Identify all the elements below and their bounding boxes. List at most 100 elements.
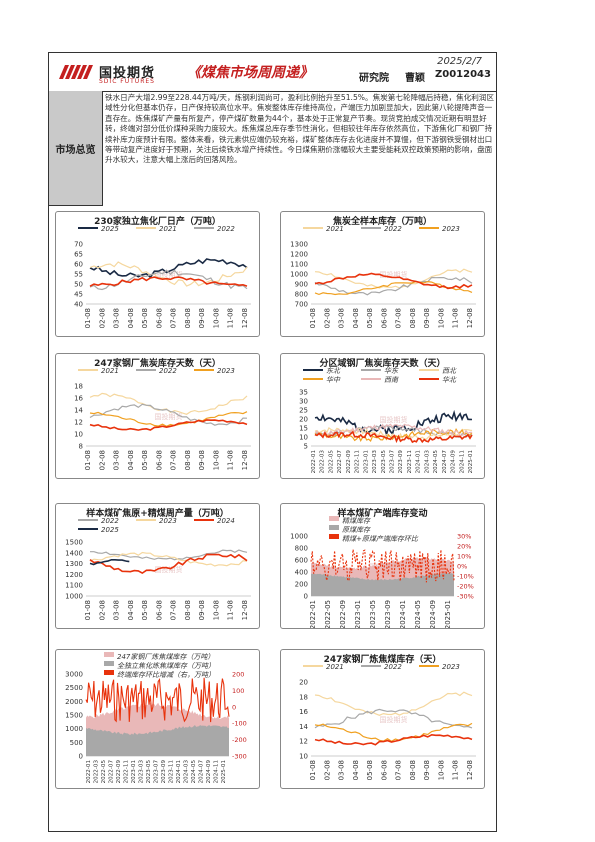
y-tick-label: 60 xyxy=(74,261,83,269)
chart-svg: 247家钢厂炼焦煤库存（万吨）全独立焦化炼焦煤库存（万吨）终端库存环比增减（右，… xyxy=(65,652,247,784)
x-tick-label: 2022-09 xyxy=(346,450,352,474)
x-tick-label: 2022-01 xyxy=(309,600,317,628)
x-tick-label: 07-08 xyxy=(395,760,403,780)
legend-label: 2023 xyxy=(217,367,235,375)
x-tick-label: 06-08 xyxy=(380,308,388,328)
y2-tick-label: -10% xyxy=(457,573,474,581)
watermark: 国投期货 xyxy=(380,715,408,724)
y-tick-label: 70 xyxy=(74,241,83,249)
x-tick-label: 08-08 xyxy=(409,308,417,328)
x-tick-label: 07-08 xyxy=(170,450,178,470)
y-tick-label: 1100 xyxy=(65,582,83,590)
logo-text-cn: 国投期货 xyxy=(99,66,156,81)
line-series-4 xyxy=(314,272,473,290)
area-series-2 xyxy=(86,725,229,756)
line-series-4 xyxy=(314,733,473,746)
legend-swatch xyxy=(104,670,114,675)
watermark: 国投期货 xyxy=(155,412,183,421)
x-tick-label: 12-08 xyxy=(241,600,249,620)
x-tick-label: 2025-01 xyxy=(444,600,452,628)
legend-swatch xyxy=(104,661,114,666)
y-tick-label: 50 xyxy=(74,281,83,289)
line-series-2 xyxy=(314,708,473,729)
x-tick-label: 02-08 xyxy=(323,308,331,328)
line-series-1 xyxy=(314,691,473,716)
y-tick-label: 25 xyxy=(299,407,308,415)
y-tick-label: 3000 xyxy=(65,671,83,679)
x-tick-label: 2022-07 xyxy=(337,450,343,474)
legend-label: 终端库存环比增减（右，万吨） xyxy=(117,671,215,679)
legend-label: 2023 xyxy=(442,225,460,233)
x-tick-label: 04-08 xyxy=(352,760,360,780)
y-tick-label: 1500 xyxy=(65,712,83,720)
line-series-4 xyxy=(89,559,130,566)
y-tick-label: 10 xyxy=(74,431,83,439)
x-tick-label: 10-08 xyxy=(212,600,220,620)
line-series-3 xyxy=(89,411,248,427)
legend-label: 华北 xyxy=(442,376,457,384)
x-tick-label: 01-08 xyxy=(309,308,317,328)
y-tick-label: 8 xyxy=(79,443,83,451)
chart-mill-coking-coal-days: 2021 2022 2023 20 18 16 14 12 10 01-08 02-08 03-08 0… xyxy=(280,649,485,789)
legend-swatch xyxy=(329,534,339,539)
chart-mine-weekly-output: 2022 2023 2024 2025 1500 1400 1300 1200 1100 1000… xyxy=(55,503,260,629)
x-tick-label: 04-08 xyxy=(127,600,135,620)
x-tick-label: 2023-07 xyxy=(390,450,396,474)
x-tick-label: 2024-09 xyxy=(206,760,212,784)
x-tick-label: 2024-09 xyxy=(429,600,437,628)
y-tick-label: 600 xyxy=(295,557,308,565)
x-tick-label: 08-08 xyxy=(184,308,192,328)
x-tick-label: 08-08 xyxy=(184,450,192,470)
report-date: 2025/2/7 xyxy=(437,56,482,67)
y-tick-label: 700 xyxy=(295,301,308,309)
legend-label: 全独立焦化炼焦煤库存（万吨） xyxy=(117,662,215,670)
x-tick-label: 2023-03 xyxy=(139,760,145,784)
line-series-6 xyxy=(314,430,473,444)
line-series-5 xyxy=(314,423,472,437)
x-tick-label: 12-08 xyxy=(466,308,474,328)
legend-label: 精煤库存 xyxy=(342,517,371,525)
x-tick-label: 2024-05 xyxy=(414,600,422,628)
x-tick-label: 2023-03 xyxy=(372,450,378,474)
legend-swatch xyxy=(329,525,339,530)
x-tick-label: 01-08 xyxy=(84,308,92,328)
legend-label: 东北 xyxy=(326,367,341,375)
y2-tick-label: 30% xyxy=(457,533,471,541)
x-tick-label: 2024-03 xyxy=(424,450,430,474)
x-tick-label: 03-08 xyxy=(338,760,346,780)
y-tick-label: 0 xyxy=(304,593,308,601)
legend-label: 原煤库存 xyxy=(342,526,371,534)
legend-label: 2023 xyxy=(442,663,460,671)
y-tick-label: 1300 xyxy=(65,560,83,568)
line-series-3 xyxy=(89,269,248,291)
legend-label: 2023 xyxy=(159,517,177,525)
y2-tick-label: 20% xyxy=(457,543,471,551)
y2-tick-label: -100 xyxy=(232,720,247,728)
x-tick-label: 2024-01 xyxy=(399,600,407,628)
x-tick-label: 2022-01 xyxy=(311,450,317,474)
legend-label: 2022 xyxy=(217,225,235,233)
y-tick-label: 0 xyxy=(79,753,83,761)
watermark: 国投期货 xyxy=(155,270,183,279)
x-tick-label: 10-08 xyxy=(437,308,445,328)
y-tick-label: 55 xyxy=(74,271,83,279)
x-tick-label: 2023-09 xyxy=(161,760,167,784)
x-tick-label: 02-08 xyxy=(98,600,106,620)
chart-mill-coke-days: 2021 2022 2023 18 16 14 12 10 8 01-08 02-08 03-08 04… xyxy=(55,353,260,479)
line-series-3 xyxy=(89,553,248,575)
y-tick-label: 16 xyxy=(74,395,83,403)
chart-title: 230家独立焦化厂日产（万吨） xyxy=(94,217,221,227)
legend-label: 2022 xyxy=(159,367,177,375)
author-name: 曹颖 xyxy=(405,73,425,84)
y-tick-label: 10 xyxy=(299,434,308,442)
chart-title: 分区域钢厂焦炭库存天数（天） xyxy=(319,359,446,369)
x-tick-label: 08-08 xyxy=(184,600,192,620)
x-tick-label: 09-08 xyxy=(423,760,431,780)
line-series-2 xyxy=(89,403,248,426)
line-series-2 xyxy=(89,261,248,287)
watermark: 国投期货 xyxy=(380,270,408,279)
chart-svg: 2022 2023 2024 2025 1500 1400 1300 1200 1100 1000… xyxy=(65,517,251,620)
logo-text-en: SDIC FUTURES xyxy=(99,78,155,85)
y-tick-label: 1000 xyxy=(290,271,308,279)
